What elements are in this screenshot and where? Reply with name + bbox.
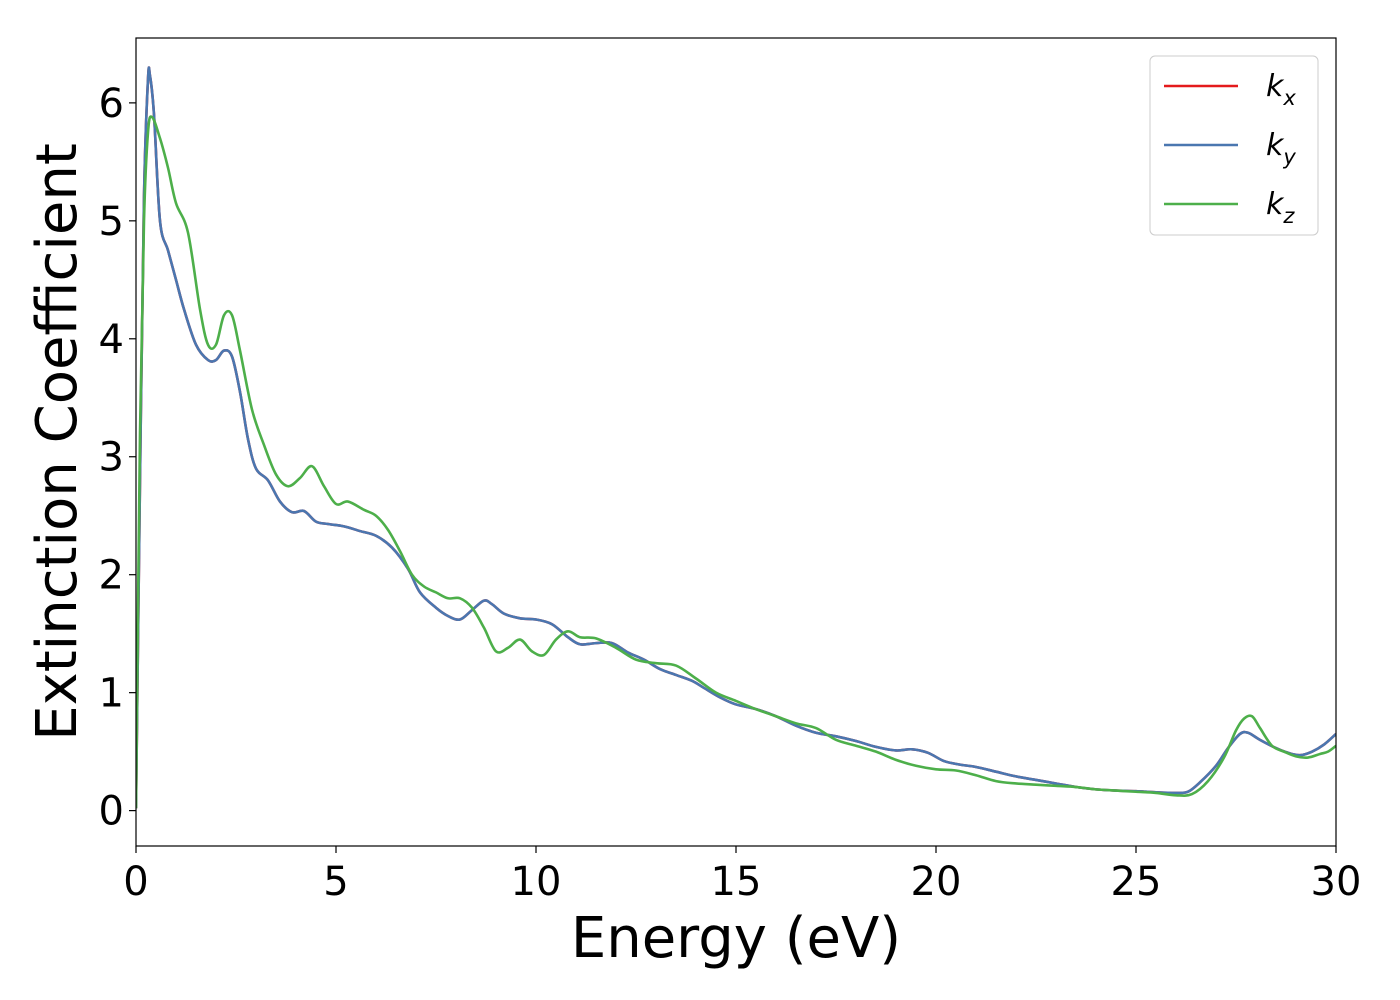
y-tick-label: 5 [99,199,124,245]
x-tick-label: 5 [323,859,348,905]
x-axis-ticks: 0 5 10 15 20 25 30 [123,846,1361,905]
legend-label-k-y: ky [1266,128,1296,169]
x-tick-label: 10 [511,859,562,905]
legend-label-k-z: kz [1266,187,1295,228]
x-axis-title: Energy (eV) [571,906,901,971]
y-tick-label: 6 [99,81,124,127]
legend-label-k-x: kx [1266,69,1296,110]
y-tick-label: 0 [99,789,124,835]
x-tick-label: 30 [1311,859,1362,905]
y-axis-ticks: 0 1 2 3 4 5 6 [99,81,136,835]
x-tick-label: 15 [711,859,762,905]
x-tick-label: 25 [1111,859,1162,905]
y-tick-label: 4 [99,317,124,363]
series-layer [136,66,1336,809]
y-axis-title: Extinction Coefficient [25,143,90,741]
y-tick-label: 2 [99,553,124,599]
x-tick-label: 0 [123,859,148,905]
y-tick-label: 3 [99,435,124,481]
legend: kx ky kz [1149,55,1319,236]
series-line-k-z [136,115,1336,809]
x-tick-label: 20 [911,859,962,905]
y-tick-label: 1 [99,671,124,717]
